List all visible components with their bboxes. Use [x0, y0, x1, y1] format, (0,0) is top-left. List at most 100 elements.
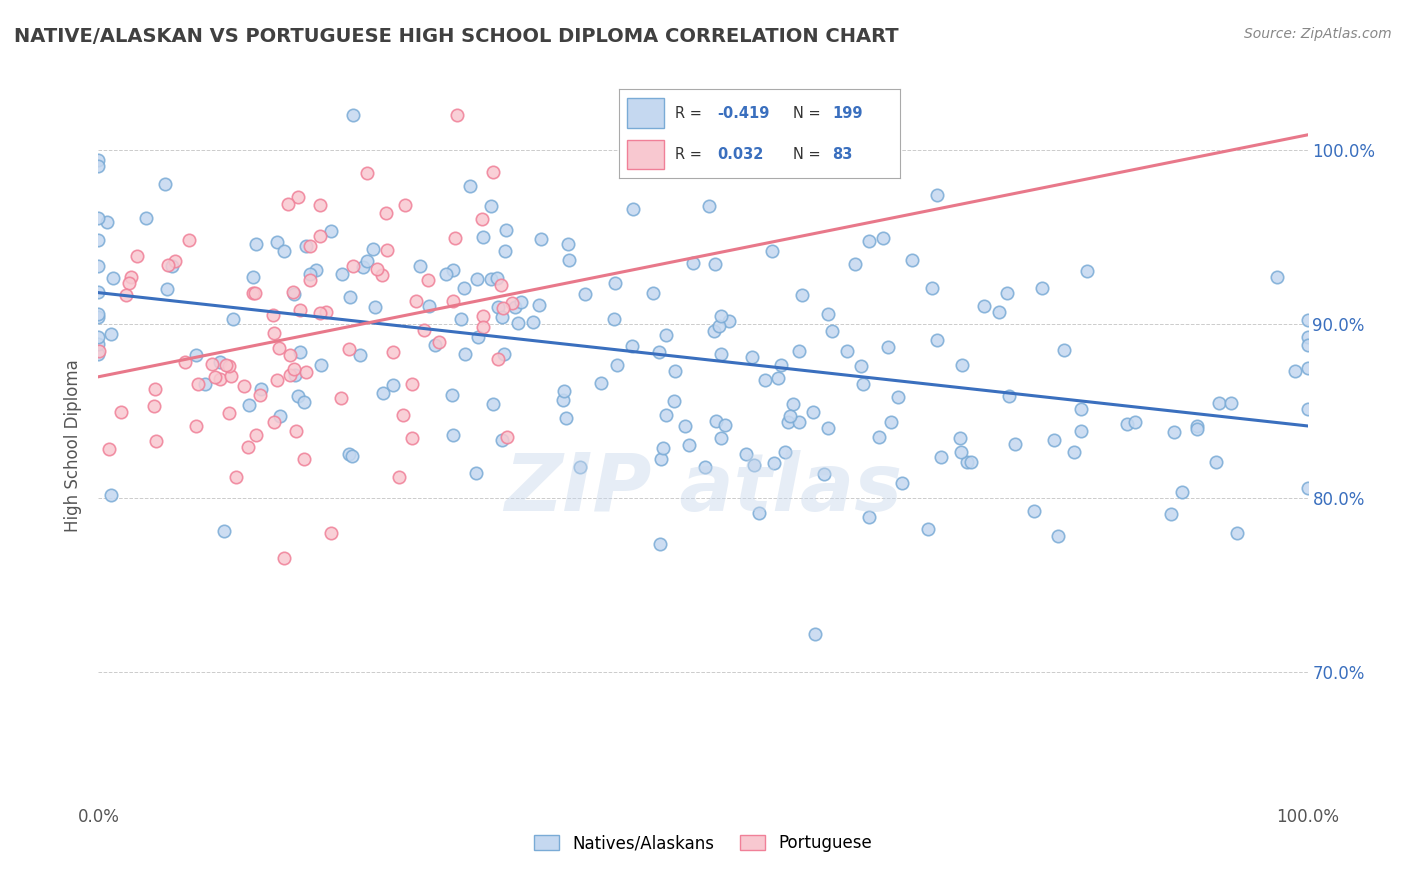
Point: [87, 330, 110, 344]
Point: [209, 372, 232, 386]
Point: [503, 301, 526, 315]
Text: Source: ZipAtlas.com: Source: ZipAtlas.com: [1244, 27, 1392, 41]
Point: [558, 253, 581, 268]
Point: [441, 428, 464, 442]
Point: [245, 236, 267, 251]
Point: [501, 295, 523, 310]
Point: [890, 476, 912, 491]
Point: [1205, 455, 1227, 469]
Point: [486, 270, 509, 285]
Point: [356, 254, 378, 268]
Point: [650, 451, 672, 466]
Point: [245, 427, 267, 442]
Point: [1022, 504, 1045, 518]
Point: [394, 197, 416, 211]
Point: [214, 358, 236, 372]
Point: [292, 452, 315, 467]
Point: [817, 307, 839, 321]
Point: [603, 276, 626, 290]
Point: [471, 212, 494, 227]
Point: [401, 431, 423, 445]
Point: [782, 397, 804, 411]
Point: [242, 270, 264, 285]
Point: [472, 320, 495, 334]
Point: [443, 231, 465, 245]
Point: [901, 252, 924, 267]
Point: [1076, 263, 1098, 277]
Point: [1063, 444, 1085, 458]
Point: [1185, 422, 1208, 436]
Point: [748, 506, 770, 520]
Point: [87, 336, 110, 351]
Point: [278, 348, 301, 362]
Point: [482, 397, 505, 411]
Point: [491, 310, 513, 324]
Point: [446, 108, 468, 122]
Point: [606, 358, 628, 372]
Point: [273, 551, 295, 566]
Point: [887, 390, 910, 404]
Point: [87, 211, 110, 226]
Point: [877, 340, 900, 354]
Point: [481, 165, 503, 179]
Point: [678, 438, 700, 452]
Point: [100, 488, 122, 502]
Point: [382, 345, 405, 359]
Point: [418, 299, 440, 313]
Point: [1047, 529, 1070, 543]
Point: [103, 271, 125, 285]
Point: [1031, 281, 1053, 295]
Point: [267, 341, 290, 355]
Point: [529, 297, 551, 311]
Point: [1070, 424, 1092, 438]
Point: [770, 358, 793, 372]
Point: [97, 442, 120, 457]
Point: [472, 309, 495, 323]
Point: [697, 199, 720, 213]
Bar: [627, 140, 664, 169]
Point: [434, 267, 457, 281]
Point: [299, 268, 322, 282]
Point: [704, 414, 727, 428]
Point: [308, 306, 330, 320]
Point: [401, 376, 423, 391]
Point: [1185, 418, 1208, 433]
Point: [87, 347, 110, 361]
Point: [465, 466, 488, 480]
Point: [709, 347, 731, 361]
Point: [557, 237, 579, 252]
Point: [453, 280, 475, 294]
Point: [803, 627, 825, 641]
Point: [714, 417, 737, 432]
Point: [787, 344, 810, 359]
Point: [342, 260, 364, 274]
Point: [995, 286, 1018, 301]
Point: [1171, 485, 1194, 500]
Point: [510, 294, 533, 309]
Point: [835, 344, 858, 359]
Point: [371, 385, 394, 400]
Point: [849, 359, 872, 373]
Point: [305, 262, 328, 277]
Point: [298, 273, 321, 287]
Point: [262, 308, 284, 322]
Point: [87, 159, 110, 173]
Point: [491, 433, 513, 447]
Point: [319, 224, 342, 238]
Point: [366, 262, 388, 277]
Point: [648, 345, 671, 359]
Point: [157, 258, 180, 272]
Point: [467, 330, 489, 344]
Point: [494, 347, 516, 361]
Point: [621, 202, 644, 216]
Point: [283, 362, 305, 376]
Point: [339, 290, 361, 304]
Point: [1160, 507, 1182, 521]
Point: [929, 450, 952, 465]
Point: [295, 239, 318, 253]
Point: [495, 430, 517, 444]
Point: [673, 418, 696, 433]
Point: [925, 188, 948, 202]
Point: [277, 196, 299, 211]
Point: [603, 312, 626, 326]
